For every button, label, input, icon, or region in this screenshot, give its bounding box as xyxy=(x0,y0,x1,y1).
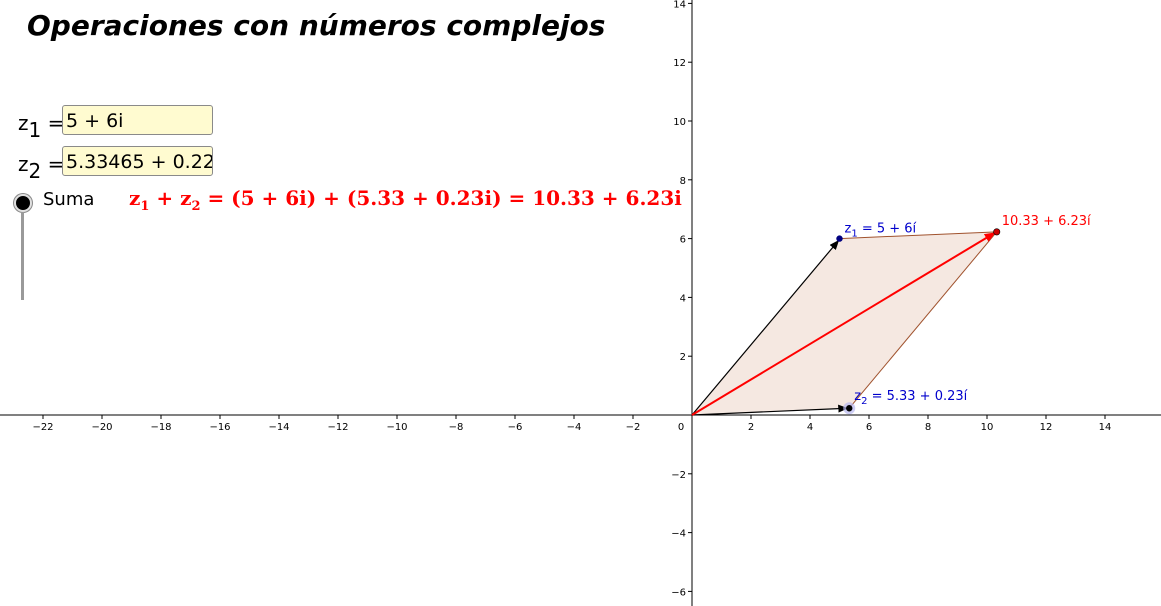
x-tick-label: 10 xyxy=(981,422,994,433)
x-tick-label: −6 xyxy=(508,422,523,433)
x-tick-label: 8 xyxy=(925,422,931,433)
z1-point xyxy=(836,235,843,242)
y-tick-label: −4 xyxy=(671,529,686,540)
x-tick-label: −18 xyxy=(150,422,171,433)
z2-input-field[interactable]: 5.33465 + 0.22 xyxy=(62,146,213,176)
z1-label: z1 = xyxy=(18,111,65,142)
z2-vector xyxy=(691,404,849,416)
sum-point-label: 10.33 + 6.23í xyxy=(1002,214,1091,229)
parallelogram-edge-top xyxy=(839,231,997,240)
parallelogram-edge-right xyxy=(848,231,998,409)
y-tick-label: 14 xyxy=(673,0,686,10)
x-tick-label: −2 xyxy=(626,422,641,433)
z2-label: z2 = xyxy=(18,152,65,183)
z2-point-label: z2 = 5.33 + 0.23í xyxy=(854,389,967,407)
x-tick-label: −16 xyxy=(209,422,230,433)
z1-input-field[interactable]: 5 + 6i xyxy=(62,105,213,135)
x-tick-label: 12 xyxy=(1040,422,1053,433)
x-tick-label: −8 xyxy=(449,422,464,433)
sum-vector xyxy=(691,231,996,416)
y-tick-label: 4 xyxy=(680,293,686,304)
x-tick-label: −20 xyxy=(91,422,112,433)
y-tick-label: −2 xyxy=(671,470,686,481)
operation-label: Suma xyxy=(43,189,95,210)
x-tick-label: −22 xyxy=(32,422,53,433)
y-tick-label: −6 xyxy=(671,587,686,598)
vectors-layer xyxy=(691,228,1001,416)
y-tick-label: 10 xyxy=(673,117,686,128)
point-labels: z1 = 5 + 6í z2 = 5.33 + 0.23í 10.33 + 6.23… xyxy=(845,214,1092,407)
operation-slider-track[interactable] xyxy=(21,212,24,300)
x-tick-label: −4 xyxy=(567,422,582,433)
x-tick-label: 0 xyxy=(678,422,684,433)
z1-point-label: z1 = 5 + 6í xyxy=(845,222,917,240)
y-tick-label: 6 xyxy=(680,235,686,246)
x-tick-label: −14 xyxy=(268,422,289,433)
y-tick-label: 2 xyxy=(680,352,686,363)
operation-radio-button[interactable] xyxy=(14,194,32,212)
x-tick-label: 2 xyxy=(748,422,754,433)
sum-formula: z1 + z2 = (5 + 6i) + (5.33 + 0.23i) = 10… xyxy=(129,186,682,214)
y-tick-label: 8 xyxy=(680,176,686,187)
x-tick-label: 14 xyxy=(1099,422,1112,433)
z1-vector xyxy=(691,239,840,416)
y-tick-label: 12 xyxy=(673,58,686,69)
z2-point xyxy=(846,405,853,412)
x-tick-label: 4 xyxy=(807,422,813,433)
x-tick-label: −12 xyxy=(327,422,348,433)
x-tick-label: −10 xyxy=(386,422,407,433)
page-title: Operaciones con números complejos xyxy=(27,9,606,42)
x-tick-label: 6 xyxy=(866,422,872,433)
sum-point xyxy=(993,228,1001,236)
